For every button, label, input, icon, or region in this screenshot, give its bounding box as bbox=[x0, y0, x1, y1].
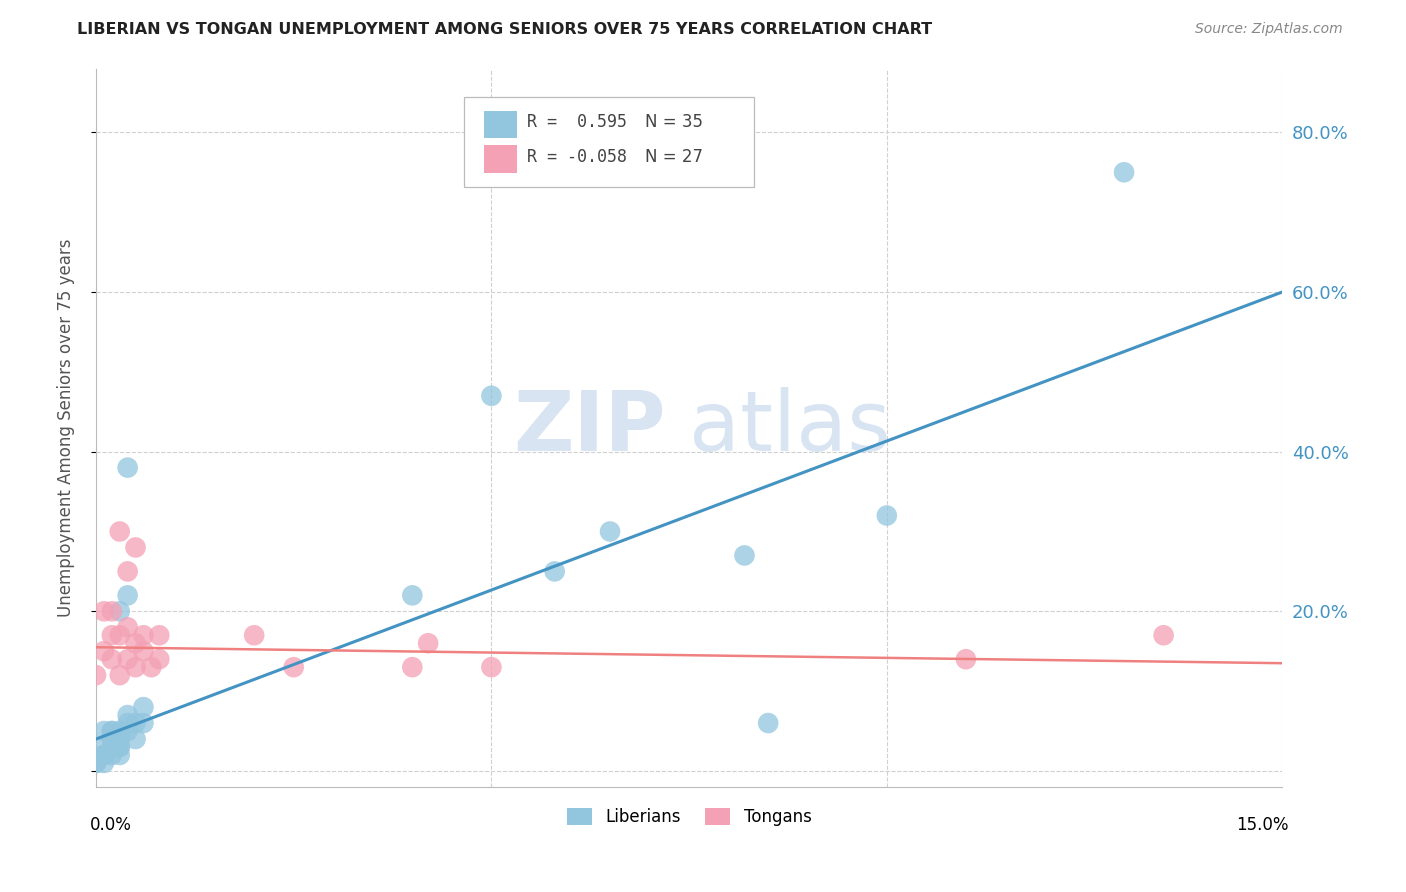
Point bbox=[733, 549, 755, 563]
Point bbox=[101, 724, 124, 739]
Point bbox=[132, 628, 155, 642]
Point bbox=[148, 628, 170, 642]
Point bbox=[117, 460, 139, 475]
Point bbox=[124, 636, 146, 650]
Text: N = 35: N = 35 bbox=[645, 113, 703, 131]
Point bbox=[101, 628, 124, 642]
Point bbox=[117, 708, 139, 723]
Point bbox=[756, 716, 779, 731]
Point bbox=[93, 644, 115, 658]
Legend: Liberians, Tongans: Liberians, Tongans bbox=[560, 801, 818, 832]
Text: LIBERIAN VS TONGAN UNEMPLOYMENT AMONG SENIORS OVER 75 YEARS CORRELATION CHART: LIBERIAN VS TONGAN UNEMPLOYMENT AMONG SE… bbox=[77, 22, 932, 37]
Bar bbox=[484, 111, 517, 138]
Point bbox=[84, 756, 107, 770]
Point bbox=[93, 604, 115, 618]
Text: R = -0.058: R = -0.058 bbox=[527, 148, 627, 166]
Point bbox=[108, 747, 131, 762]
Text: atlas: atlas bbox=[689, 387, 891, 468]
Point bbox=[876, 508, 898, 523]
Point bbox=[84, 756, 107, 770]
Text: N = 27: N = 27 bbox=[645, 148, 703, 166]
Point bbox=[93, 724, 115, 739]
Point bbox=[117, 588, 139, 602]
FancyBboxPatch shape bbox=[464, 97, 755, 187]
Point bbox=[108, 739, 131, 754]
Point bbox=[481, 389, 503, 403]
Point bbox=[401, 588, 423, 602]
Point bbox=[108, 524, 131, 539]
Point bbox=[101, 732, 124, 747]
Text: 0.0%: 0.0% bbox=[90, 815, 132, 834]
Y-axis label: Unemployment Among Seniors over 75 years: Unemployment Among Seniors over 75 years bbox=[58, 238, 75, 617]
Point bbox=[1153, 628, 1175, 642]
Text: ZIP: ZIP bbox=[513, 387, 665, 468]
Point bbox=[124, 716, 146, 731]
Point bbox=[101, 604, 124, 618]
Point bbox=[108, 739, 131, 754]
Point bbox=[108, 668, 131, 682]
Point bbox=[117, 716, 139, 731]
Point bbox=[148, 652, 170, 666]
Point bbox=[101, 747, 124, 762]
Point bbox=[955, 652, 977, 666]
Point bbox=[481, 660, 503, 674]
Point bbox=[117, 652, 139, 666]
Point bbox=[101, 652, 124, 666]
Point bbox=[124, 660, 146, 674]
Point bbox=[117, 620, 139, 634]
Point bbox=[418, 636, 440, 650]
Point bbox=[599, 524, 621, 539]
Point bbox=[132, 644, 155, 658]
Point bbox=[93, 756, 115, 770]
Point bbox=[108, 604, 131, 618]
Point bbox=[93, 739, 115, 754]
Point bbox=[108, 628, 131, 642]
Point bbox=[401, 660, 423, 674]
Text: Source: ZipAtlas.com: Source: ZipAtlas.com bbox=[1195, 22, 1343, 37]
Point bbox=[117, 565, 139, 579]
Point bbox=[132, 716, 155, 731]
Point bbox=[108, 724, 131, 739]
Bar bbox=[484, 145, 517, 173]
Point bbox=[101, 724, 124, 739]
Point bbox=[243, 628, 266, 642]
Point bbox=[141, 660, 163, 674]
Point bbox=[84, 668, 107, 682]
Point bbox=[101, 739, 124, 754]
Point bbox=[93, 747, 115, 762]
Point bbox=[544, 565, 567, 579]
Point bbox=[283, 660, 305, 674]
Point bbox=[132, 700, 155, 714]
Point bbox=[124, 732, 146, 747]
Point bbox=[108, 732, 131, 747]
Point bbox=[93, 747, 115, 762]
Point bbox=[1112, 165, 1135, 179]
Text: R =  0.595: R = 0.595 bbox=[527, 113, 627, 131]
Point bbox=[117, 724, 139, 739]
Point bbox=[124, 541, 146, 555]
Text: 15.0%: 15.0% bbox=[1236, 815, 1288, 834]
